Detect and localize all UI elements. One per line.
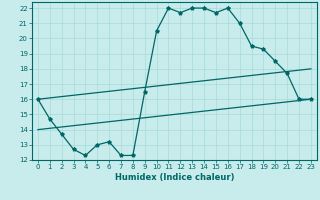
X-axis label: Humidex (Indice chaleur): Humidex (Indice chaleur) (115, 173, 234, 182)
